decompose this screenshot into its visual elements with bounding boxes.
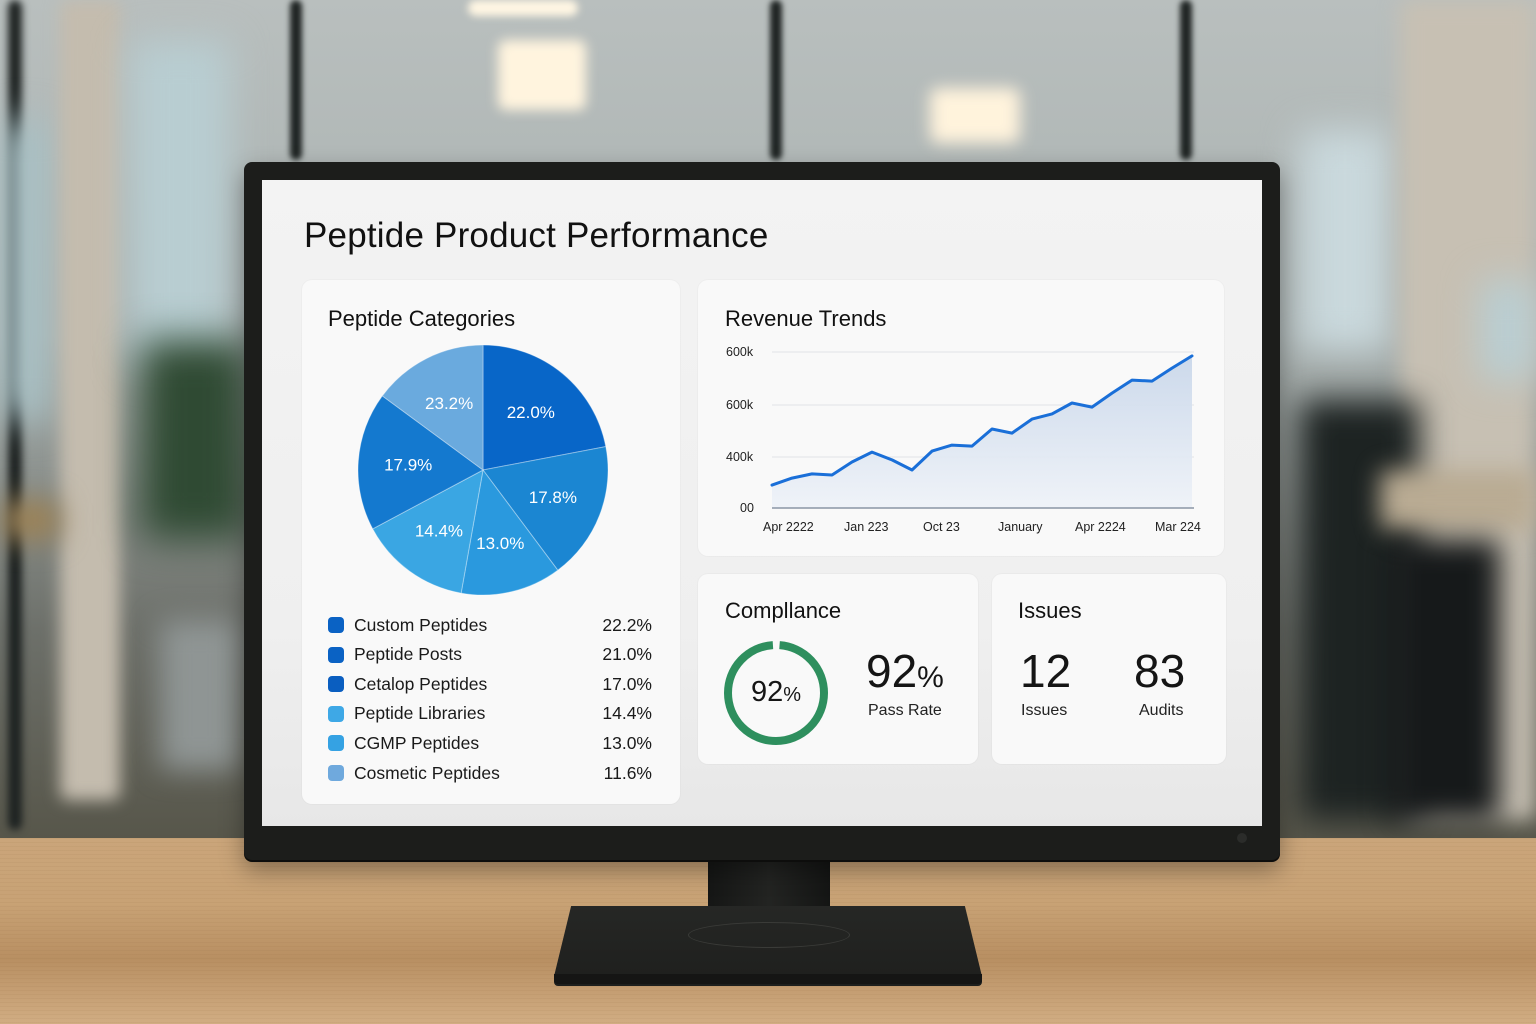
- legend-label: CGMP Peptides: [354, 732, 480, 753]
- pie-slice[interactable]: [460, 468, 559, 596]
- x-tick: Mar 224: [1155, 520, 1201, 534]
- legend-label: Cosmetic Peptides: [354, 762, 500, 783]
- pie-slice-label: 22.0%: [507, 403, 555, 422]
- card-title: Peptide Categories: [328, 306, 516, 331]
- x-tick: January: [998, 520, 1043, 534]
- issues-count: 12: [1020, 645, 1072, 697]
- plant-pot: [160, 620, 240, 770]
- pie-slice-label: 23.2%: [425, 394, 473, 413]
- legend-value: 22.2%: [602, 614, 652, 635]
- legend-value: 17.0%: [602, 673, 652, 694]
- y-tick: 600k: [726, 345, 754, 359]
- office-desk: [1380, 470, 1536, 530]
- categories-card: Peptide Categories 22.0% 17.8% 13.0% 14.4% 1…: [302, 280, 680, 804]
- revenue-line[interactable]: [770, 354, 1194, 487]
- pass-rate-value: 92%: [866, 645, 944, 697]
- monitor: Peptide Product Performance Peptide Cate…: [244, 162, 1280, 860]
- window-mullion: [290, 0, 302, 160]
- legend-label: Peptide Posts: [354, 644, 462, 665]
- legend-swatch-icon: [328, 705, 344, 722]
- pie-slice[interactable]: [482, 344, 607, 471]
- issues-card: Issues 12 Issues 83 Audits: [992, 574, 1226, 764]
- pass-rate-label: Pass Rate: [868, 702, 942, 719]
- legend-value: 13.0%: [602, 732, 652, 753]
- side-desk: [0, 500, 60, 540]
- compliance-card: Compllance 92% 92% Pass Rate: [698, 574, 978, 764]
- pie-chart[interactable]: 22.0% 17.8% 13.0% 14.4% 17.9% 23.2%: [302, 344, 680, 604]
- legend-item[interactable]: Cetalop Peptides 17.0%: [328, 672, 652, 696]
- legend-item[interactable]: Peptide Posts 21.0%: [328, 643, 652, 667]
- card-title: Compllance: [725, 598, 842, 623]
- plant: [140, 340, 250, 540]
- window-mullion: [1180, 0, 1192, 160]
- audits-count: 83: [1134, 645, 1186, 697]
- legend-swatch-icon: [328, 617, 344, 633]
- y-tick: 600k: [726, 398, 754, 412]
- pie-slice-label: 13.0%: [476, 534, 524, 553]
- pie-slice[interactable]: [381, 344, 484, 471]
- issues-label: Issues: [1021, 702, 1068, 719]
- legend-item[interactable]: CGMP Peptides 13.0%: [328, 731, 652, 755]
- window-pane: [130, 40, 230, 370]
- pie-slice-label: 14.4%: [415, 522, 463, 541]
- x-tick: Jan 223: [844, 520, 889, 534]
- legend-item[interactable]: Custom Peptides 22.2%: [328, 613, 652, 637]
- revenue-card: Revenue Trends 600k 600k 400k 00 Apr 222…: [698, 280, 1224, 556]
- window-pane: [0, 120, 50, 420]
- ceiling-light: [930, 88, 1020, 143]
- pie-slice-label: 17.9%: [384, 456, 432, 475]
- legend-value: 11.6%: [603, 762, 652, 783]
- window-mullion: [770, 0, 782, 160]
- window-pane: [1480, 280, 1536, 380]
- legend-value: 21.0%: [602, 644, 652, 665]
- y-tick: 400k: [726, 450, 754, 464]
- legend-swatch-icon: [328, 676, 344, 693]
- pillar: [60, 0, 120, 800]
- progress-arc: [724, 641, 828, 745]
- pie-slice[interactable]: [372, 469, 484, 594]
- legend-label: Custom Peptides: [354, 614, 488, 635]
- power-led-icon: [1237, 833, 1247, 843]
- window-pane: [1300, 130, 1390, 350]
- x-tick: Oct 23: [923, 520, 960, 534]
- area-fill: [772, 355, 1192, 508]
- y-tick: 00: [740, 501, 754, 515]
- x-tick: Apr 2222: [763, 520, 814, 534]
- ceiling-light: [468, 0, 578, 16]
- x-tick: Apr 2224: [1075, 520, 1126, 534]
- dashboard-screen: Peptide Product Performance Peptide Cate…: [262, 180, 1262, 826]
- pie-slice[interactable]: [357, 395, 484, 530]
- revenue-line-chart[interactable]: [698, 280, 1224, 556]
- legend-item[interactable]: Peptide Libraries 14.4%: [328, 702, 652, 726]
- page-title: Peptide Product Performance: [304, 216, 769, 255]
- pie-slice-label: 17.8%: [529, 488, 577, 507]
- legend-label: Cetalop Peptides: [354, 673, 488, 694]
- legend-item[interactable]: Cosmetic Peptides 11.6%: [328, 761, 652, 785]
- desk-shadow: [1390, 540, 1500, 820]
- legend-label: Peptide Libraries: [354, 703, 486, 724]
- legend-swatch-icon: [328, 646, 344, 663]
- legend-swatch-icon: [328, 765, 344, 781]
- pie-slice[interactable]: [482, 445, 609, 571]
- ceiling-light: [498, 40, 586, 110]
- stand-swivel-ring: [688, 922, 850, 948]
- legend-value: 14.4%: [602, 703, 652, 724]
- ring-value: 92%: [750, 676, 802, 708]
- card-title: Revenue Trends: [725, 306, 887, 331]
- legend-swatch-icon: [328, 735, 344, 752]
- compliance-progress-ring: [724, 641, 828, 745]
- stand-base-edge: [554, 974, 982, 984]
- audits-label: Audits: [1139, 702, 1184, 719]
- card-title: Issues: [1018, 598, 1082, 623]
